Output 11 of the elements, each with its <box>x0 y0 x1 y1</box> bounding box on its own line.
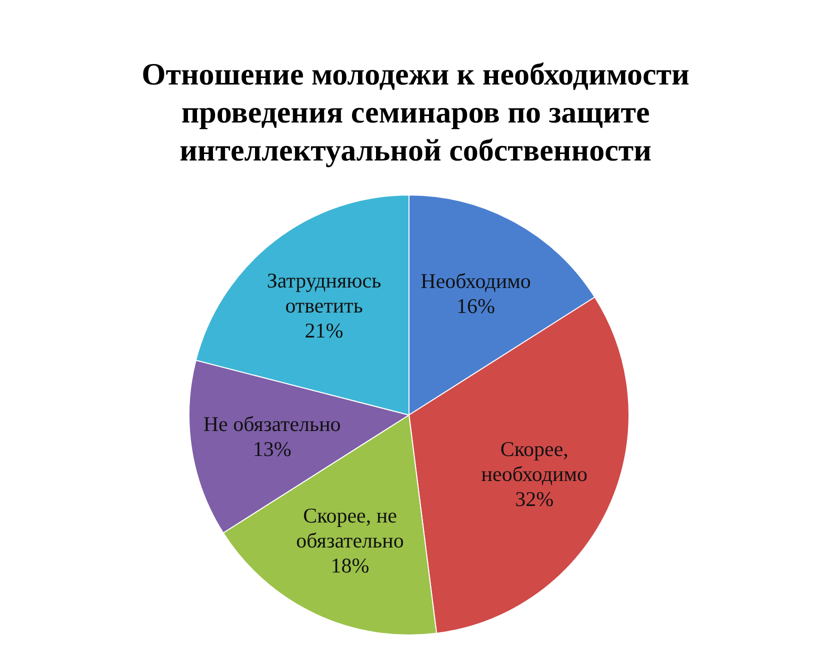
slice-label: Затрудняюсь ответить <box>266 268 382 318</box>
data-label: 13% <box>252 437 292 462</box>
data-label: 32% <box>515 487 554 512</box>
data-label: 21% <box>304 318 344 342</box>
slice-label: Не обязательно <box>203 412 341 436</box>
chart-title: Отношение молодежи к необходимости проведения семинаров по защите интеллектуальной собственности <box>142 56 690 168</box>
data-label: 16% <box>456 294 496 318</box>
data-label: 18% <box>330 553 370 578</box>
slice-label: Необходимо <box>420 269 531 294</box>
slice-label: Скорее, не обязательно <box>296 503 404 552</box>
slice-label: Скорее, необходимо <box>481 437 588 486</box>
